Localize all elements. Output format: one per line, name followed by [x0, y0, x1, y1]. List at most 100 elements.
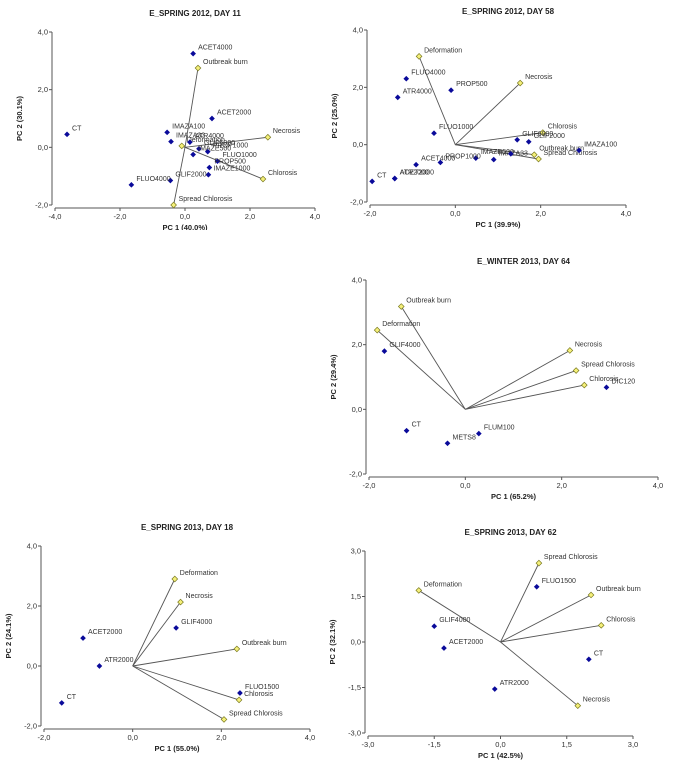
- loading-vector-chlorosis: [184, 146, 264, 180]
- y-tick-label: -1,5: [348, 683, 361, 692]
- score-label-glif4000: GLIF4000: [181, 619, 212, 626]
- score-point-flum100: [475, 430, 482, 437]
- score-point-prop1000: [204, 148, 211, 155]
- loading-label-chlorosis: Chlorosis: [606, 616, 636, 623]
- score-label-prop1000: PROP1000: [213, 143, 249, 150]
- x-tick-label: -2,0: [114, 212, 127, 221]
- x-tick-label: 2,0: [245, 212, 255, 221]
- loading-vector-spread-chlorosis: [455, 144, 539, 160]
- x-tick-label: 0,0: [127, 733, 137, 742]
- y-tick-label: 1,5: [351, 592, 361, 601]
- score-point-ct: [64, 131, 70, 138]
- score-label-ct: CT: [67, 694, 77, 701]
- loading-vector-necrosis: [500, 641, 579, 707]
- score-label-imaze1000: IMAZE1000: [213, 166, 250, 173]
- y-axis-label: PC 2 (29.4%): [329, 354, 338, 400]
- loading-marker-chlorosis: [539, 129, 547, 136]
- score-point-prop500: [448, 87, 454, 94]
- y-tick-label: -2,0: [350, 198, 363, 207]
- score-label-imaza33: IMAZA33: [176, 133, 205, 140]
- loading-label-outbreak-burn: Outbreak burn: [203, 59, 248, 66]
- x-tick-label: 0,0: [450, 209, 460, 218]
- score-label-fluo1000: FLUO1000: [439, 124, 473, 131]
- score-point-atr4000: [394, 94, 401, 101]
- score-label-atr2000: ATR2000: [500, 680, 529, 687]
- y-tick-label: -2,0: [349, 470, 362, 479]
- x-tick-label: 3,0: [628, 740, 638, 749]
- score-point-atr2000: [391, 175, 398, 182]
- loading-marker-necrosis: [264, 133, 272, 141]
- loading-marker-deformation: [178, 142, 186, 150]
- y-tick-label: 0,0: [351, 638, 361, 647]
- loading-label-deformation: Deformation: [187, 137, 225, 144]
- score-point-atr2000: [96, 663, 103, 669]
- x-tick-label: 0,0: [460, 481, 470, 490]
- y-tick-label: 4,0: [38, 28, 48, 37]
- score-point-atr2000: [491, 686, 498, 692]
- biplot-spring-2013-day-18: E_SPRING 2013, DAY 18 -2,0 0,0 2,0 4,0 -2,0 0,…: [4, 523, 315, 753]
- loading-vector-chlorosis: [455, 132, 543, 146]
- loading-vector-chlorosis: [500, 624, 602, 643]
- score-label-mets8: METS8: [453, 434, 476, 441]
- score-label-glif6000: GLIF6000: [204, 140, 235, 147]
- biplot-spring-2012-day-58: E_SPRING 2012, DAY 58 -2,0 0,0 2,0 4,0 -2,0 0,…: [330, 7, 631, 229]
- y-tick-label: -3,0: [348, 729, 361, 738]
- loading-marker-chlorosis: [259, 175, 267, 183]
- x-axis-label: PC 1 (39.9%): [475, 220, 521, 229]
- y-tick-label: 2,0: [353, 83, 363, 92]
- chart-title: E_SPRING 2013, DAY 62: [464, 528, 557, 537]
- loading-vector-outbreak-burn: [184, 67, 199, 148]
- score-point-imaze500: [472, 155, 479, 161]
- loading-label-deformation: Deformation: [180, 570, 218, 577]
- score-label-acet4000: ACET4000: [421, 156, 455, 163]
- loading-label-necrosis: Necrosis: [525, 74, 553, 81]
- score-label-acet2000: ACET2000: [449, 639, 483, 646]
- loading-marker-spread-chlorosis: [572, 367, 580, 374]
- loading-label-deformation: Deformation: [424, 581, 462, 588]
- loading-label-spread-chlorosis: Spread Chlorosis: [179, 196, 233, 203]
- x-tick-label: 0,0: [495, 740, 505, 749]
- loading-vector-outbreak-burn: [455, 144, 535, 156]
- x-tick-label: -1,5: [428, 740, 441, 749]
- y-tick-label: 0,0: [352, 405, 362, 414]
- score-point-glif6000: [514, 136, 521, 143]
- loading-vector-necrosis: [465, 350, 571, 410]
- score-label-imaza100: IMAZA100: [584, 141, 617, 148]
- loading-marker-outbreak-burn: [397, 303, 405, 310]
- loading-vector-outbreak-burn: [132, 648, 237, 667]
- loading-vector-deformation: [376, 329, 466, 410]
- y-tick-label: 0,0: [38, 143, 48, 152]
- score-point-glif4000: [431, 623, 438, 630]
- loading-label-deformation: Deformation: [382, 321, 420, 328]
- y-tick-label: 0,0: [27, 662, 37, 671]
- loading-vector-deformation: [132, 578, 176, 667]
- y-tick-label: 2,0: [352, 340, 362, 349]
- score-label-glif4000: GLIF4000: [389, 342, 420, 349]
- score-label-prop500: PROP500: [456, 81, 488, 88]
- y-tick-label: 4,0: [353, 26, 363, 35]
- score-label-acet2000: ACET2000: [400, 169, 434, 176]
- loading-vector-deformation: [418, 56, 456, 145]
- loading-marker-outbreak-burn: [530, 151, 538, 159]
- loading-marker-spread-chlorosis: [170, 201, 177, 209]
- score-label-flum100: FLUM100: [484, 425, 515, 432]
- y-axis-label: PC 2 (25.0%): [330, 93, 339, 139]
- loading-vector-necrosis: [132, 601, 181, 667]
- score-label-glif2000: GLIF2000: [175, 171, 206, 178]
- score-point-dic120: [603, 384, 610, 391]
- score-point-acet2000: [441, 645, 447, 651]
- y-tick-label: 4,0: [27, 542, 37, 551]
- x-tick-label: 4,0: [305, 733, 315, 742]
- x-tick-label: 4,0: [653, 481, 663, 490]
- x-tick-label: -4,0: [49, 212, 62, 221]
- score-point: [507, 151, 514, 157]
- score-point-imaza100: [576, 147, 582, 154]
- x-tick-label: 2,0: [556, 481, 566, 490]
- chart-title: E_SPRING 2013, DAY 18: [141, 523, 234, 532]
- score-point-fluo1000: [431, 130, 437, 137]
- score-label-glif2000: GLIF2000: [534, 133, 565, 140]
- y-axis-label: PC 2 (32.1%): [328, 619, 337, 665]
- loading-marker-spread-chlorosis: [535, 155, 542, 163]
- score-label-atr4000: ATR4000: [403, 88, 432, 95]
- x-axis-label: PC 1 (55.0%): [154, 744, 200, 753]
